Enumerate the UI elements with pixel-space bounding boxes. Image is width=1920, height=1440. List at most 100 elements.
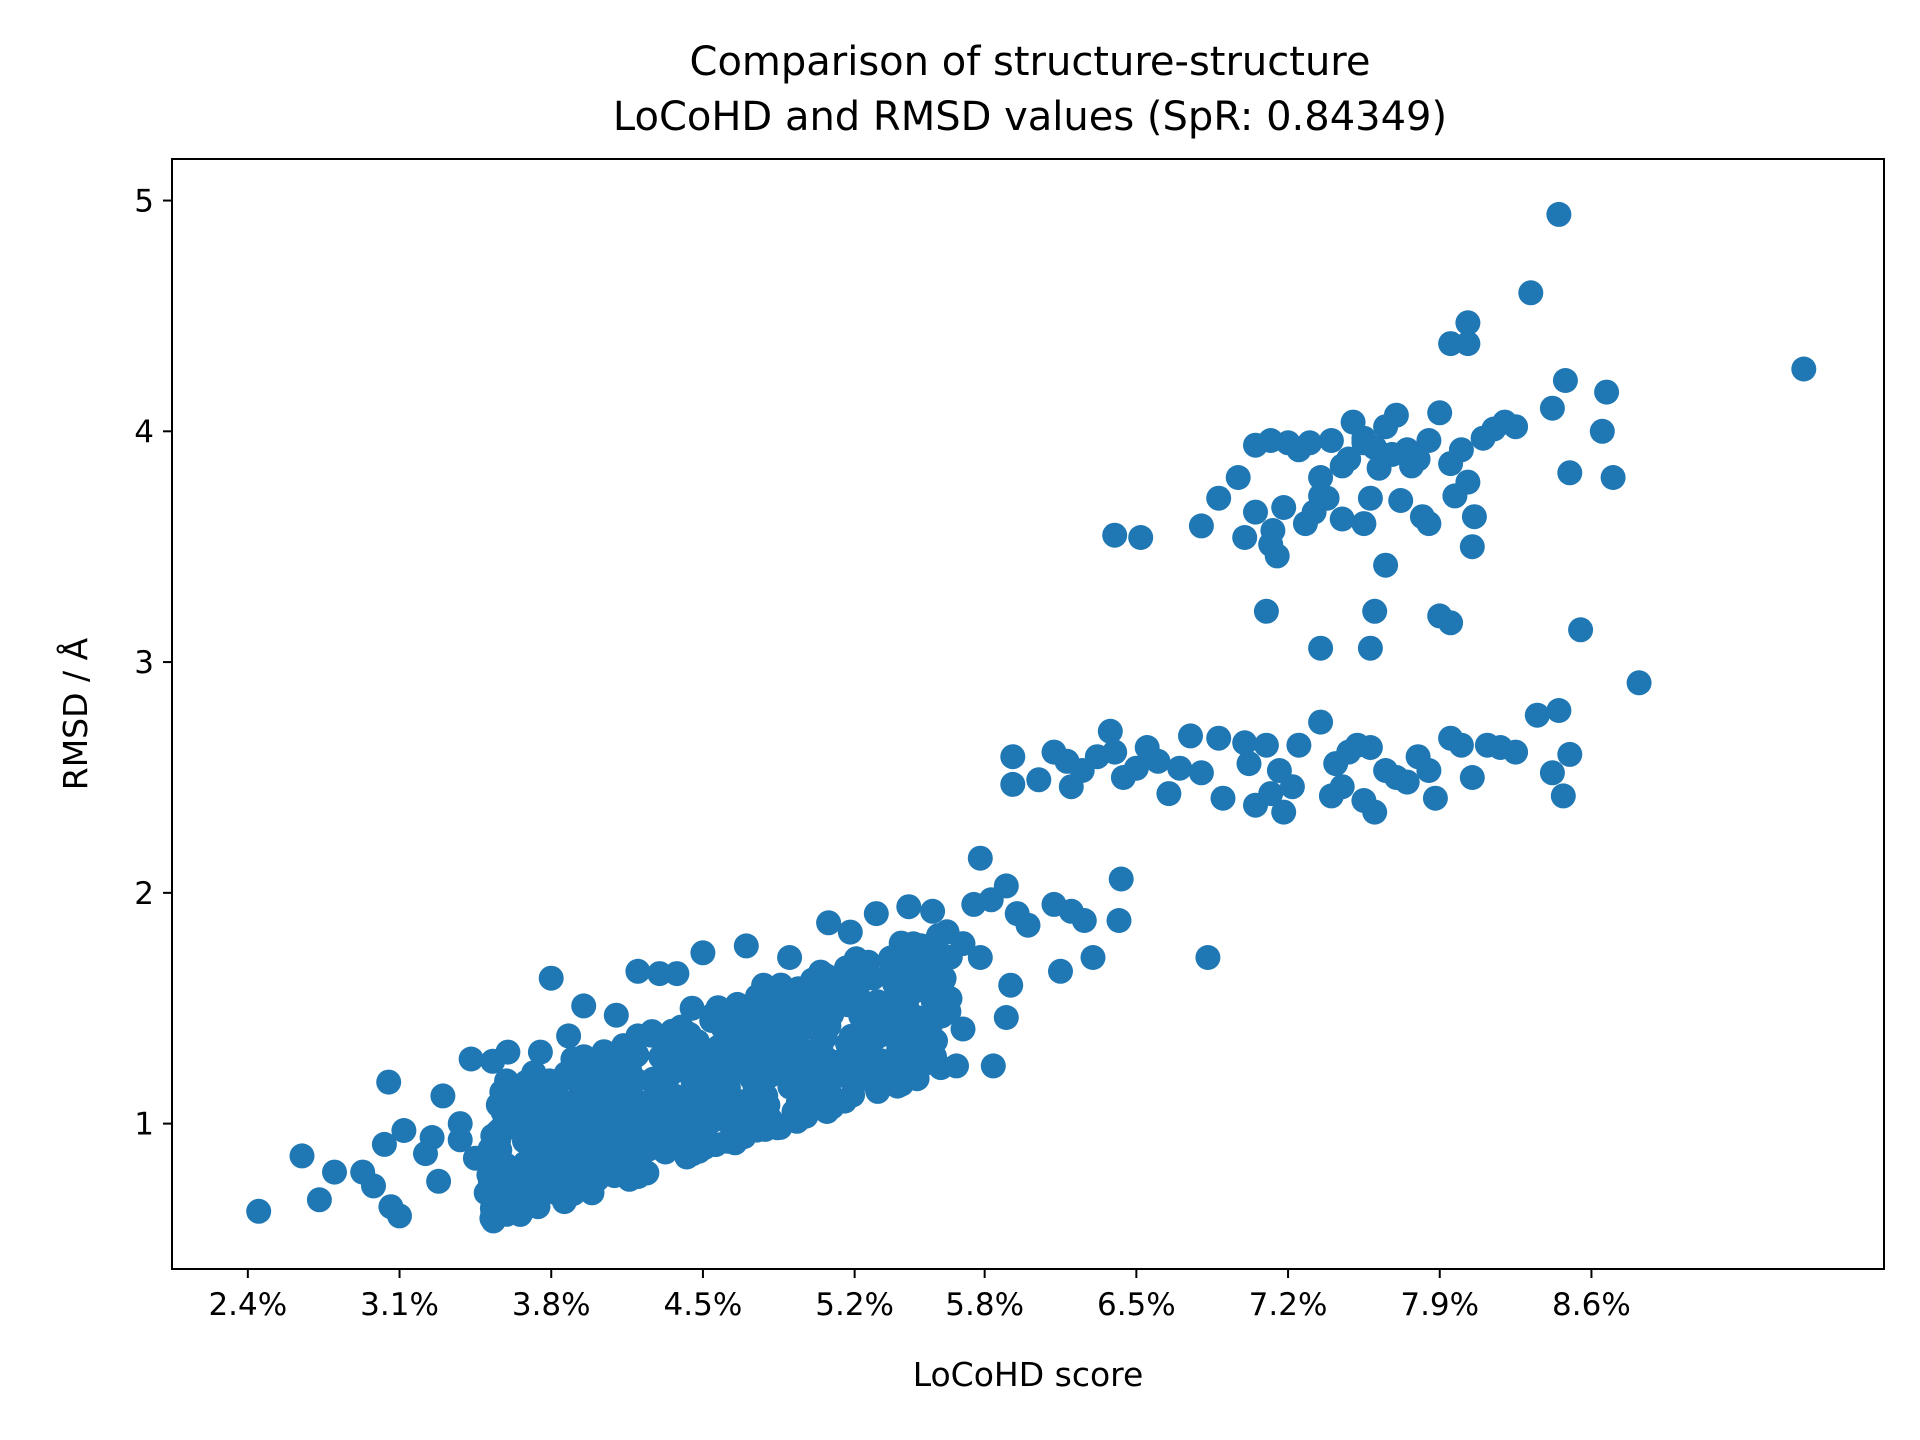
data-point xyxy=(571,1157,597,1183)
data-point xyxy=(1080,945,1106,970)
data-point xyxy=(1236,751,1262,777)
data-point xyxy=(626,1089,652,1115)
data-point xyxy=(489,1079,515,1105)
data-point xyxy=(967,945,993,970)
x-axis-ticks: 2.4% 3.1% 3.8% 4.5% 5.2% 5.8% 6.5% 7.2% 7.9% 8.6% xyxy=(208,1269,1631,1323)
data-point xyxy=(462,1145,488,1171)
data-point xyxy=(1357,735,1383,760)
data-point xyxy=(1459,765,1485,790)
data-point xyxy=(690,940,716,966)
y-tick-label: 1 xyxy=(134,1107,154,1143)
data-point xyxy=(1539,395,1565,421)
data-point xyxy=(668,1136,694,1162)
data-point xyxy=(625,958,651,984)
data-point xyxy=(625,1023,651,1049)
data-point xyxy=(1438,451,1464,477)
data-point xyxy=(1097,718,1123,744)
data-point xyxy=(664,961,690,987)
data-point xyxy=(712,1032,738,1058)
data-point xyxy=(645,1114,671,1140)
data-point xyxy=(679,995,705,1021)
x-tick-label: 4.5% xyxy=(664,1287,743,1323)
data-point xyxy=(777,945,803,970)
data-point xyxy=(1557,741,1583,767)
data-point xyxy=(1195,945,1221,970)
data-point xyxy=(1253,598,1279,624)
data-point xyxy=(1394,769,1420,795)
data-point xyxy=(1557,460,1583,486)
data-point xyxy=(1470,425,1496,451)
data-point xyxy=(1000,744,1026,770)
data-point xyxy=(608,1038,634,1064)
data-point xyxy=(809,1007,835,1033)
data-point xyxy=(556,1023,582,1049)
data-point xyxy=(1071,908,1097,933)
y-tick-label: 4 xyxy=(134,414,154,450)
data-point xyxy=(560,1046,586,1072)
data-point xyxy=(1210,785,1236,811)
data-point xyxy=(1459,534,1485,560)
data-point xyxy=(538,965,564,991)
x-tick-label: 6.5% xyxy=(1097,1287,1176,1323)
data-point xyxy=(905,1056,931,1082)
data-point xyxy=(1123,755,1149,781)
data-point xyxy=(763,1008,789,1034)
data-point xyxy=(1373,552,1399,578)
data-point xyxy=(1232,730,1258,756)
data-point xyxy=(413,1141,438,1167)
data-point xyxy=(527,1039,553,1065)
data-point xyxy=(506,1157,532,1183)
data-point xyxy=(824,1088,850,1113)
data-point xyxy=(1329,506,1355,532)
data-point xyxy=(1539,760,1565,786)
data-point xyxy=(484,1168,510,1194)
data-point xyxy=(597,1113,623,1139)
data-point xyxy=(1232,525,1258,550)
data-point xyxy=(636,1136,662,1162)
data-point xyxy=(1340,409,1366,435)
data-point xyxy=(935,995,961,1021)
data-point xyxy=(511,1187,536,1212)
data-point xyxy=(1206,725,1232,751)
data-point xyxy=(582,1067,608,1093)
data-point xyxy=(1589,418,1615,444)
data-point xyxy=(805,1088,831,1113)
data-point xyxy=(1791,356,1817,382)
data-point xyxy=(1626,670,1652,696)
y-tick-label: 2 xyxy=(134,876,154,912)
data-point xyxy=(1550,783,1576,809)
data-point xyxy=(246,1198,272,1224)
data-point xyxy=(1399,453,1425,479)
data-point xyxy=(647,961,673,987)
data-point xyxy=(809,972,835,998)
data-point xyxy=(624,1158,650,1184)
data-point xyxy=(447,1127,473,1153)
data-point xyxy=(1243,432,1268,458)
data-point xyxy=(579,1180,605,1206)
data-point xyxy=(1308,709,1334,735)
data-point xyxy=(842,981,868,1007)
data-point xyxy=(894,996,920,1022)
data-point xyxy=(571,993,597,1019)
data-point xyxy=(855,949,881,975)
data-point xyxy=(1552,368,1578,393)
data-point xyxy=(1048,958,1073,984)
data-point xyxy=(1594,379,1620,405)
data-point xyxy=(1503,739,1529,765)
data-point xyxy=(858,996,884,1021)
data-point xyxy=(1524,702,1550,728)
data-point xyxy=(361,1173,386,1199)
x-axis-label: LoCoHD score xyxy=(913,1355,1144,1394)
data-point xyxy=(546,1114,571,1139)
data-point xyxy=(521,1060,547,1086)
data-point xyxy=(885,1073,910,1099)
data-point xyxy=(1427,400,1453,426)
data-point xyxy=(1546,201,1572,227)
data-point xyxy=(846,1042,872,1068)
data-point xyxy=(1167,755,1193,781)
data-point xyxy=(1416,758,1442,783)
data-point xyxy=(651,1048,677,1074)
data-point xyxy=(863,1074,889,1100)
data-point xyxy=(1373,414,1399,440)
